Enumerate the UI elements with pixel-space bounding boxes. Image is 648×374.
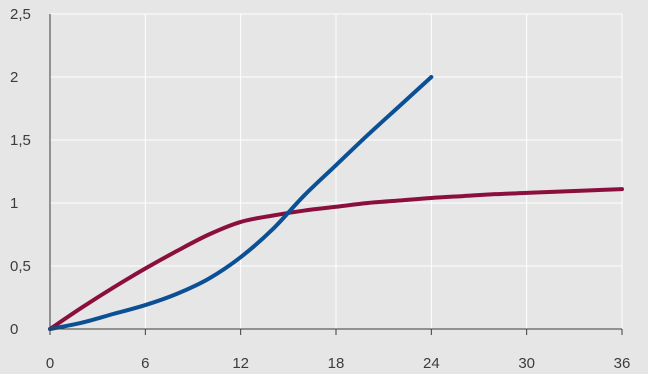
series-line-1 [48,187,624,331]
series-layer [48,75,624,331]
tick-labels: 0 6 12 18 24 30 36 0 0,5 1 1,5 2 2,5 [10,6,630,372]
x-tick-label: 0 [46,355,54,372]
x-tick-label: 30 [518,355,535,372]
y-tick-label: 0 [10,321,18,338]
y-tick-label: 0,5 [10,258,31,275]
y-tick-label: 2 [10,69,18,86]
y-tick-label: 1,5 [10,132,31,149]
axes [49,14,623,335]
x-tick-label: 6 [141,355,149,372]
x-tick-label: 36 [614,355,631,372]
y-tick-label: 1 [10,195,18,212]
x-tick-label: 12 [232,355,249,372]
y-tick-label: 2,5 [10,6,31,23]
x-tick-label: 18 [328,355,345,372]
x-tick-label: 24 [423,355,440,372]
gridlines [50,13,623,329]
series-line-2 [48,75,434,331]
